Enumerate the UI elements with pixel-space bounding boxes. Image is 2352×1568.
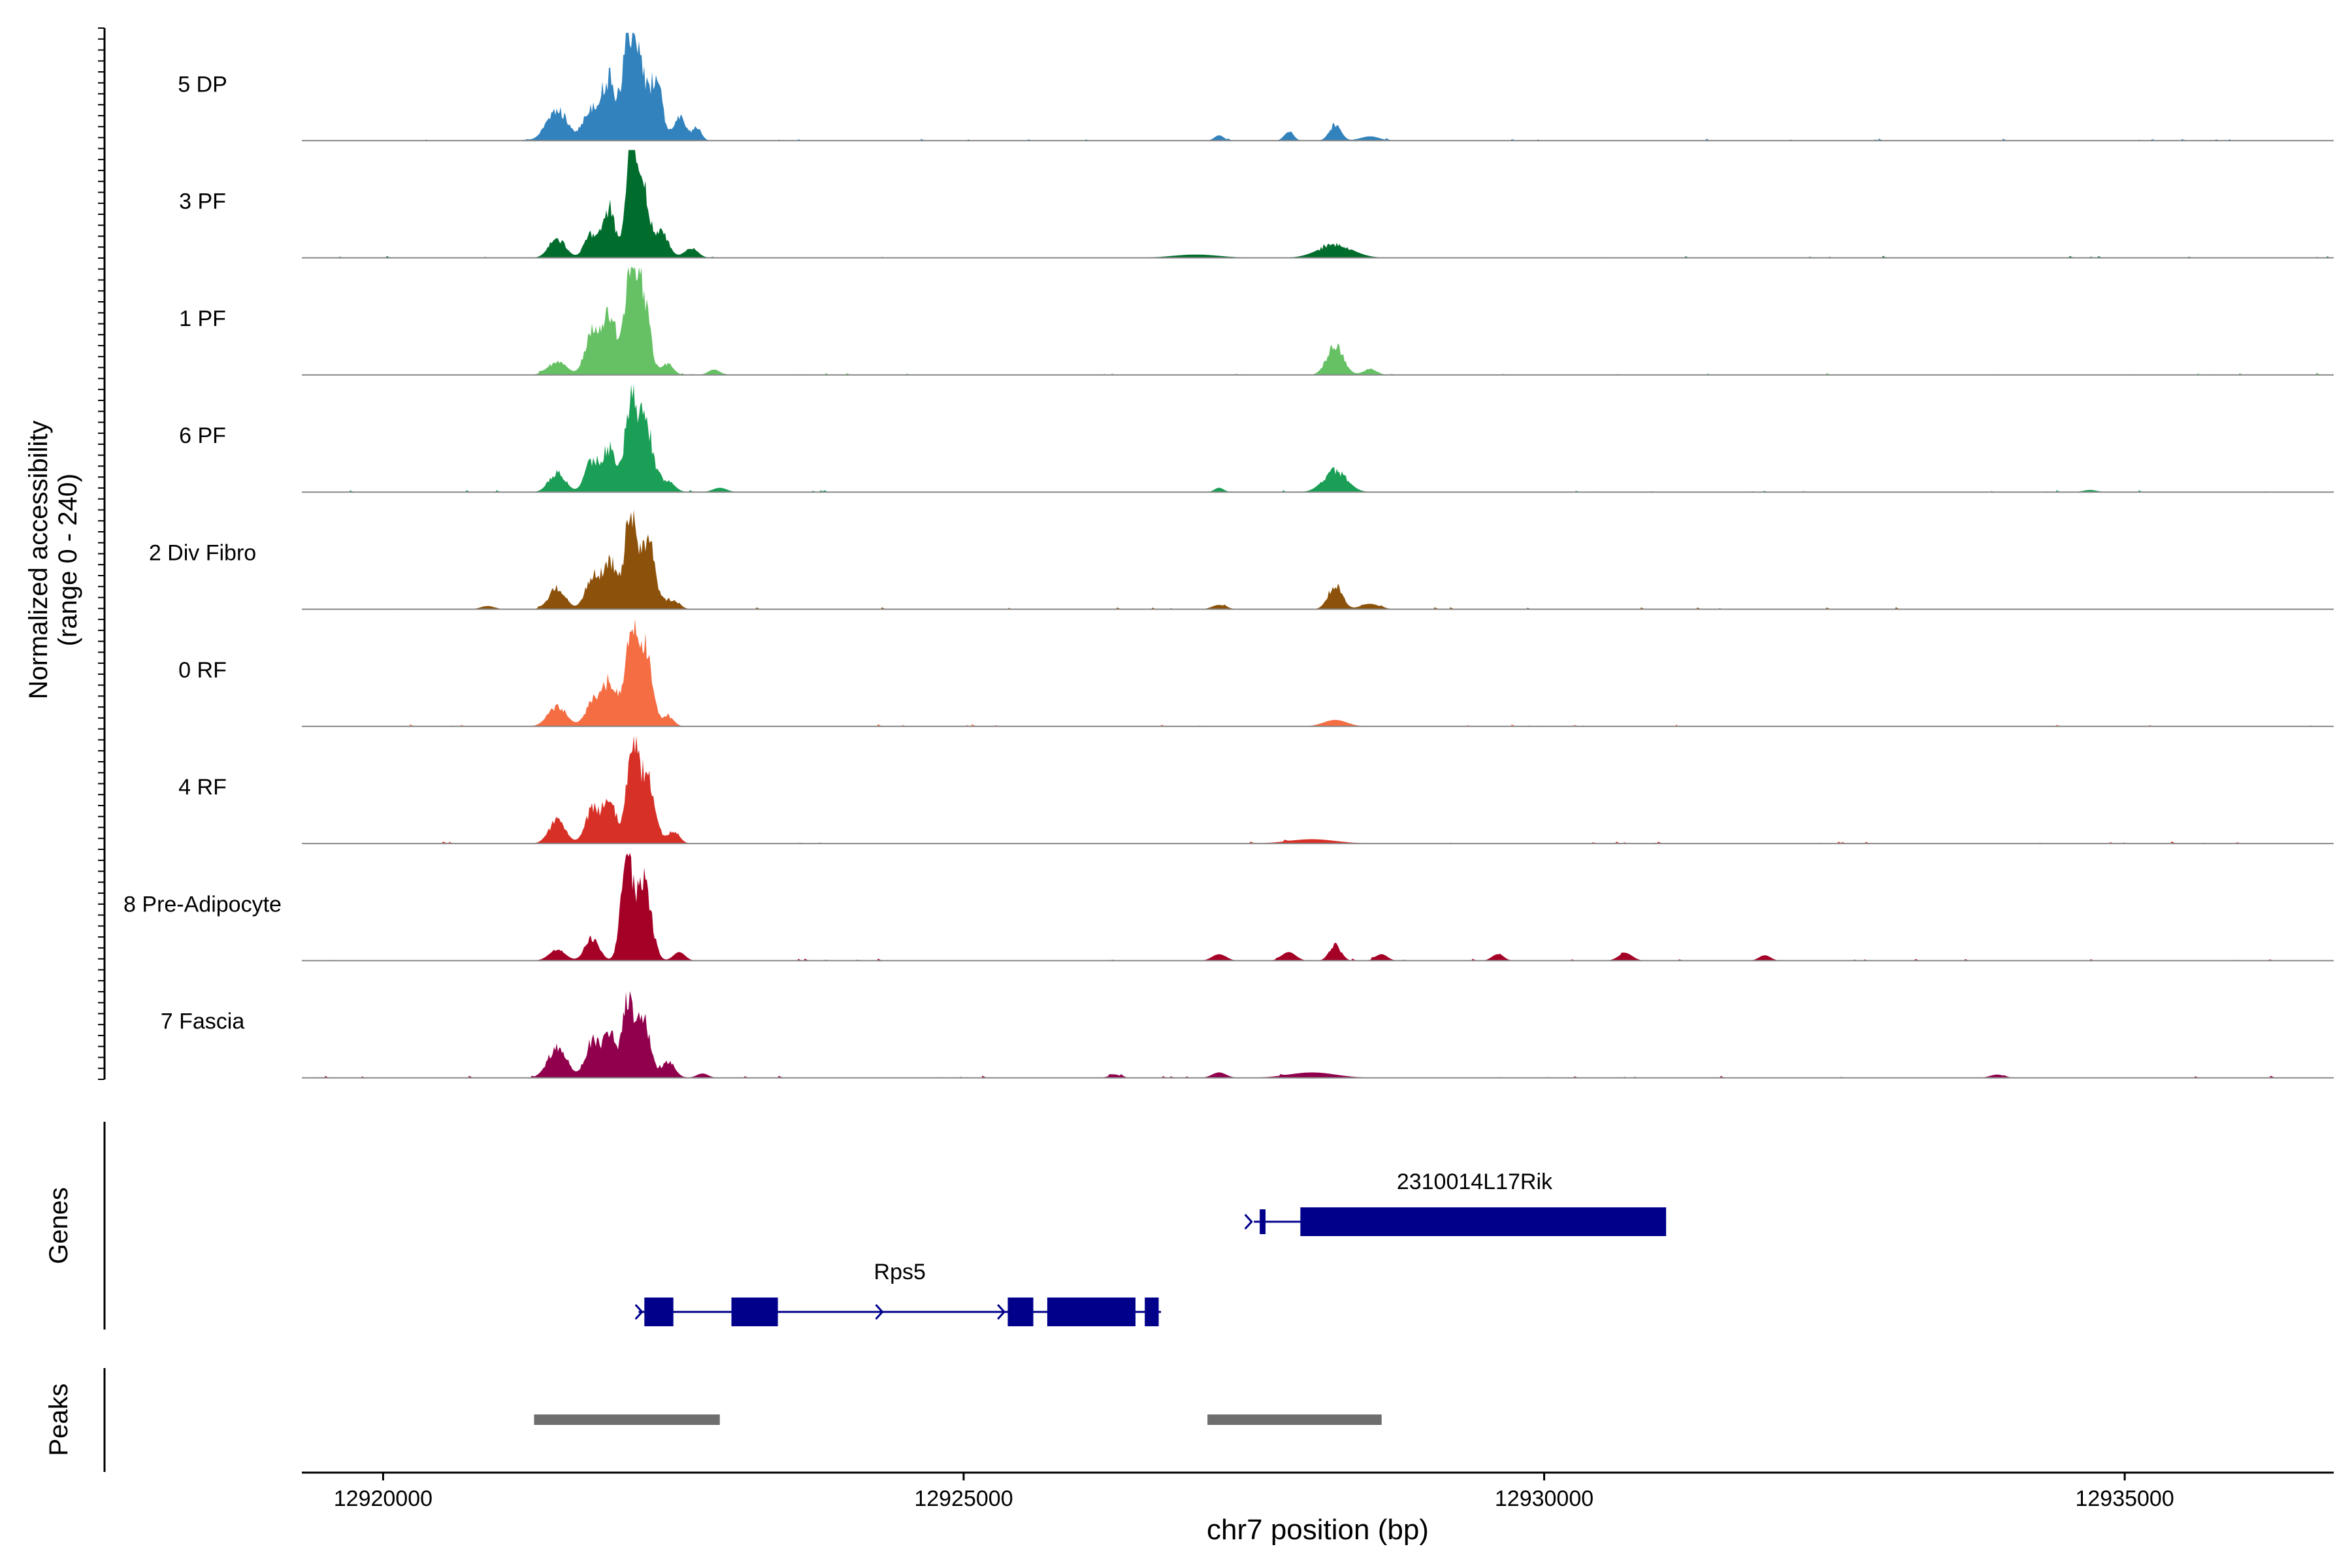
track-label: 4 RF [178, 775, 227, 800]
gene-label: Rps5 [874, 1260, 926, 1284]
coverage-area [302, 853, 2334, 961]
x-tick-label: 12925000 [914, 1486, 1013, 1511]
track-8-pre-adipocyte: 8 Pre-Adipocyte [123, 853, 2334, 962]
genomic-x-axis: 12920000 12925000 12930000 12935000 [302, 1471, 2334, 1511]
track-label: 5 DP [178, 72, 227, 97]
track-label: 7 Fascia [161, 1009, 245, 1034]
peak-region [1207, 1414, 1382, 1425]
track-4-rf: 4 RF [178, 736, 2334, 845]
coverage-area [302, 33, 2334, 141]
coverage-area [302, 384, 2334, 493]
strand-arrow [875, 1303, 884, 1320]
coverage-area [302, 618, 2334, 727]
strand-arrow [1244, 1213, 1253, 1230]
accessibility-y-axis [98, 27, 106, 1080]
track-label: 0 RF [178, 658, 227, 683]
peak-regions [534, 1414, 1382, 1425]
x-tick-label: 12930000 [1495, 1486, 1593, 1511]
coverage-area [302, 150, 2334, 258]
track-label: 8 Pre-Adipocyte [123, 892, 282, 917]
exon [1300, 1207, 1667, 1236]
exon [1260, 1209, 1266, 1234]
coverage-area [302, 267, 2334, 375]
coverage-area [302, 736, 2334, 844]
coverage-tracks: 5 DP 3 PF 1 PF 6 PF 2 Div Fibro 0 RF 4 RF 8 Pre… [123, 33, 2334, 1079]
peaks-panel-label: Peaks [44, 1383, 73, 1456]
track-label: 1 PF [179, 306, 226, 331]
exon [1145, 1298, 1159, 1326]
x-axis-label: chr7 position (bp) [1207, 1514, 1429, 1546]
gene-2310014l17rik: 2310014L17Rik [1244, 1169, 1667, 1236]
x-tick-label: 12935000 [2075, 1486, 2174, 1511]
gene-annotations: 2310014L17Rik Rps5 [634, 1169, 1667, 1326]
track-0-rf: 0 RF [178, 618, 2334, 727]
coverage-area [302, 510, 2334, 610]
y-axis-label-line1: Normalized accessibility [24, 421, 53, 700]
x-tick-label: 12920000 [334, 1486, 433, 1511]
track-2-div-fibro: 2 Div Fibro [149, 510, 2334, 610]
peak-region [534, 1414, 720, 1425]
exon [1047, 1298, 1135, 1326]
genes-panel-label: Genes [44, 1187, 73, 1264]
coverage-area [302, 991, 2334, 1078]
track-label: 3 PF [179, 189, 226, 214]
track-6-pf: 6 PF [179, 384, 2334, 493]
track-1-pf: 1 PF [179, 267, 2334, 376]
exon [644, 1298, 674, 1326]
y-axis-label-line2: (range 0 - 240) [54, 474, 82, 647]
track-label: 6 PF [179, 423, 226, 448]
track-7-fascia: 7 Fascia [161, 991, 2334, 1079]
strand-arrow [634, 1303, 644, 1320]
strand-arrow [997, 1303, 1006, 1320]
track-3-pf: 3 PF [179, 150, 2334, 259]
gene-label: 2310014L17Rik [1397, 1169, 1553, 1194]
exon [1007, 1298, 1034, 1326]
track-5-dp: 5 DP [178, 33, 2334, 142]
exon [731, 1298, 778, 1326]
gene-rps5: Rps5 [634, 1260, 1162, 1326]
track-label: 2 Div Fibro [149, 541, 256, 566]
